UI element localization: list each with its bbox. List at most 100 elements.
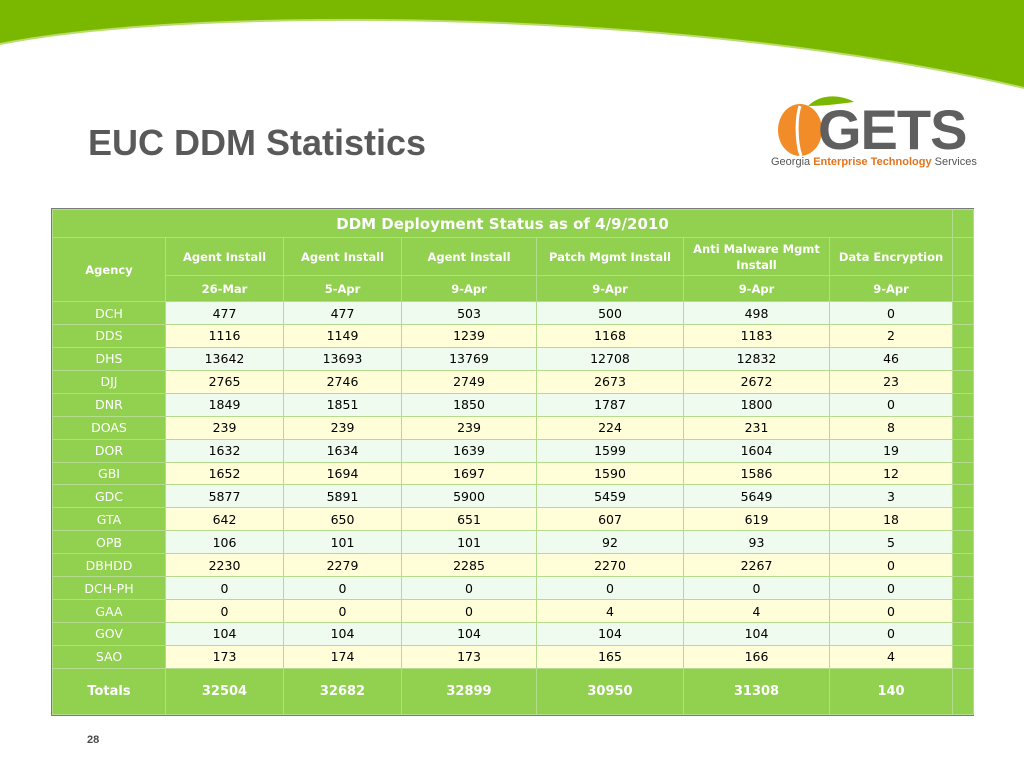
table-row: DCH-PH 0 0 0 0 0 0 [52, 576, 975, 601]
value-cell: 1604 [683, 438, 830, 463]
value-cell: 19 [828, 438, 954, 463]
total-value-cell: 30950 [536, 667, 684, 716]
value-cell: 12708 [536, 346, 684, 371]
value-cell: 13769 [401, 346, 537, 371]
deployment-status-table: DDM Deployment Status as of 4/9/2010 Age… [51, 208, 975, 716]
value-cell: 239 [283, 415, 402, 440]
value-cell: 2285 [401, 553, 537, 578]
value-cell: 239 [165, 415, 284, 440]
value-cell: 0 [165, 599, 284, 624]
value-cell: 5900 [401, 484, 537, 509]
total-value-cell: 140 [828, 667, 954, 716]
value-cell: 2279 [283, 553, 402, 578]
table-row: DCH 477 477 503 500 498 0 [52, 301, 975, 326]
value-cell: 5 [828, 530, 954, 555]
value-cell: 650 [283, 507, 402, 532]
table-row: DOAS 239 239 239 224 231 8 [52, 415, 975, 440]
gets-logo-icon [778, 96, 854, 157]
value-cell: 0 [536, 576, 684, 601]
table-row: DNR 1849 1851 1850 1787 1800 0 [52, 392, 975, 417]
value-cell: 46 [828, 346, 954, 371]
value-cell: 5891 [283, 484, 402, 509]
table-row: OPB 106 101 101 92 93 5 [52, 530, 975, 555]
total-value-cell: 32504 [165, 667, 284, 716]
agency-cell: DOR [52, 438, 166, 463]
header-swoosh [0, 0, 1024, 89]
value-cell: 104 [536, 622, 684, 646]
value-cell: 8 [828, 415, 954, 440]
value-cell: 1850 [401, 392, 537, 417]
agency-cell: DOAS [52, 415, 166, 440]
value-cell: 1634 [283, 438, 402, 463]
value-cell: 2672 [683, 369, 830, 394]
agency-cell: DDS [52, 324, 166, 348]
value-cell: 12 [828, 461, 954, 486]
agency-cell: GOV [52, 622, 166, 646]
column-date: 9-Apr [683, 275, 830, 303]
value-cell: 0 [828, 392, 954, 417]
value-cell: 619 [683, 507, 830, 532]
agency-cell: DCH [52, 301, 166, 326]
value-cell: 0 [683, 576, 830, 601]
value-cell: 5877 [165, 484, 284, 509]
logo-wordmark: GETS [818, 98, 967, 161]
value-cell: 642 [165, 507, 284, 532]
value-cell: 1586 [683, 461, 830, 486]
table-row: GOV 104 104 104 104 104 0 [52, 622, 975, 646]
value-cell: 0 [828, 553, 954, 578]
value-cell: 173 [165, 644, 284, 669]
deployment-table-container: DDM Deployment Status as of 4/9/2010 Age… [51, 208, 975, 716]
agency-cell: GBI [52, 461, 166, 486]
value-cell: 0 [283, 599, 402, 624]
value-cell: 2230 [165, 553, 284, 578]
value-cell: 13642 [165, 346, 284, 371]
agency-cell: DNR [52, 392, 166, 417]
value-cell: 1697 [401, 461, 537, 486]
column-header: Anti Malware Mgmt Install [683, 237, 830, 277]
value-cell: 2673 [536, 369, 684, 394]
value-cell: 498 [683, 301, 830, 326]
agency-column-header: Agency [52, 237, 166, 303]
total-value-cell: 32899 [401, 667, 537, 716]
value-cell: 1149 [283, 324, 402, 348]
value-cell: 13693 [283, 346, 402, 371]
value-cell: 18 [828, 507, 954, 532]
value-cell: 0 [828, 301, 954, 326]
table-row: SAO 173 174 173 165 166 4 [52, 644, 975, 669]
value-cell: 1652 [165, 461, 284, 486]
value-cell: 173 [401, 644, 537, 669]
table-row: DJJ 2765 2746 2749 2673 2672 23 [52, 369, 975, 394]
value-cell: 477 [165, 301, 284, 326]
value-cell: 2270 [536, 553, 684, 578]
agency-cell: DCH-PH [52, 576, 166, 601]
value-cell: 104 [165, 622, 284, 646]
value-cell: 92 [536, 530, 684, 555]
table-row: GAA 0 0 0 4 4 0 [52, 599, 975, 624]
value-cell: 1599 [536, 438, 684, 463]
value-cell: 2765 [165, 369, 284, 394]
value-cell: 2267 [683, 553, 830, 578]
value-cell: 4 [828, 644, 954, 669]
value-cell: 2746 [283, 369, 402, 394]
value-cell: 0 [401, 576, 537, 601]
agency-cell: DBHDD [52, 553, 166, 578]
column-date: 5-Apr [283, 275, 402, 303]
page-number: 28 [87, 734, 100, 746]
value-cell: 104 [283, 622, 402, 646]
value-cell: 165 [536, 644, 684, 669]
value-cell: 503 [401, 301, 537, 326]
agency-cell: SAO [52, 644, 166, 669]
value-cell: 2 [828, 324, 954, 348]
value-cell: 174 [283, 644, 402, 669]
value-cell: 651 [401, 507, 537, 532]
value-cell: 106 [165, 530, 284, 555]
table-row: DDS 1116 1149 1239 1168 1183 2 [52, 324, 975, 348]
value-cell: 0 [401, 599, 537, 624]
value-cell: 1849 [165, 392, 284, 417]
value-cell: 104 [683, 622, 830, 646]
table-row: DHS 13642 13693 13769 12708 12832 46 [52, 346, 975, 371]
slide-title: EUC DDM Statistics [88, 122, 427, 163]
value-cell: 1787 [536, 392, 684, 417]
value-cell: 239 [401, 415, 537, 440]
value-cell: 1239 [401, 324, 537, 348]
